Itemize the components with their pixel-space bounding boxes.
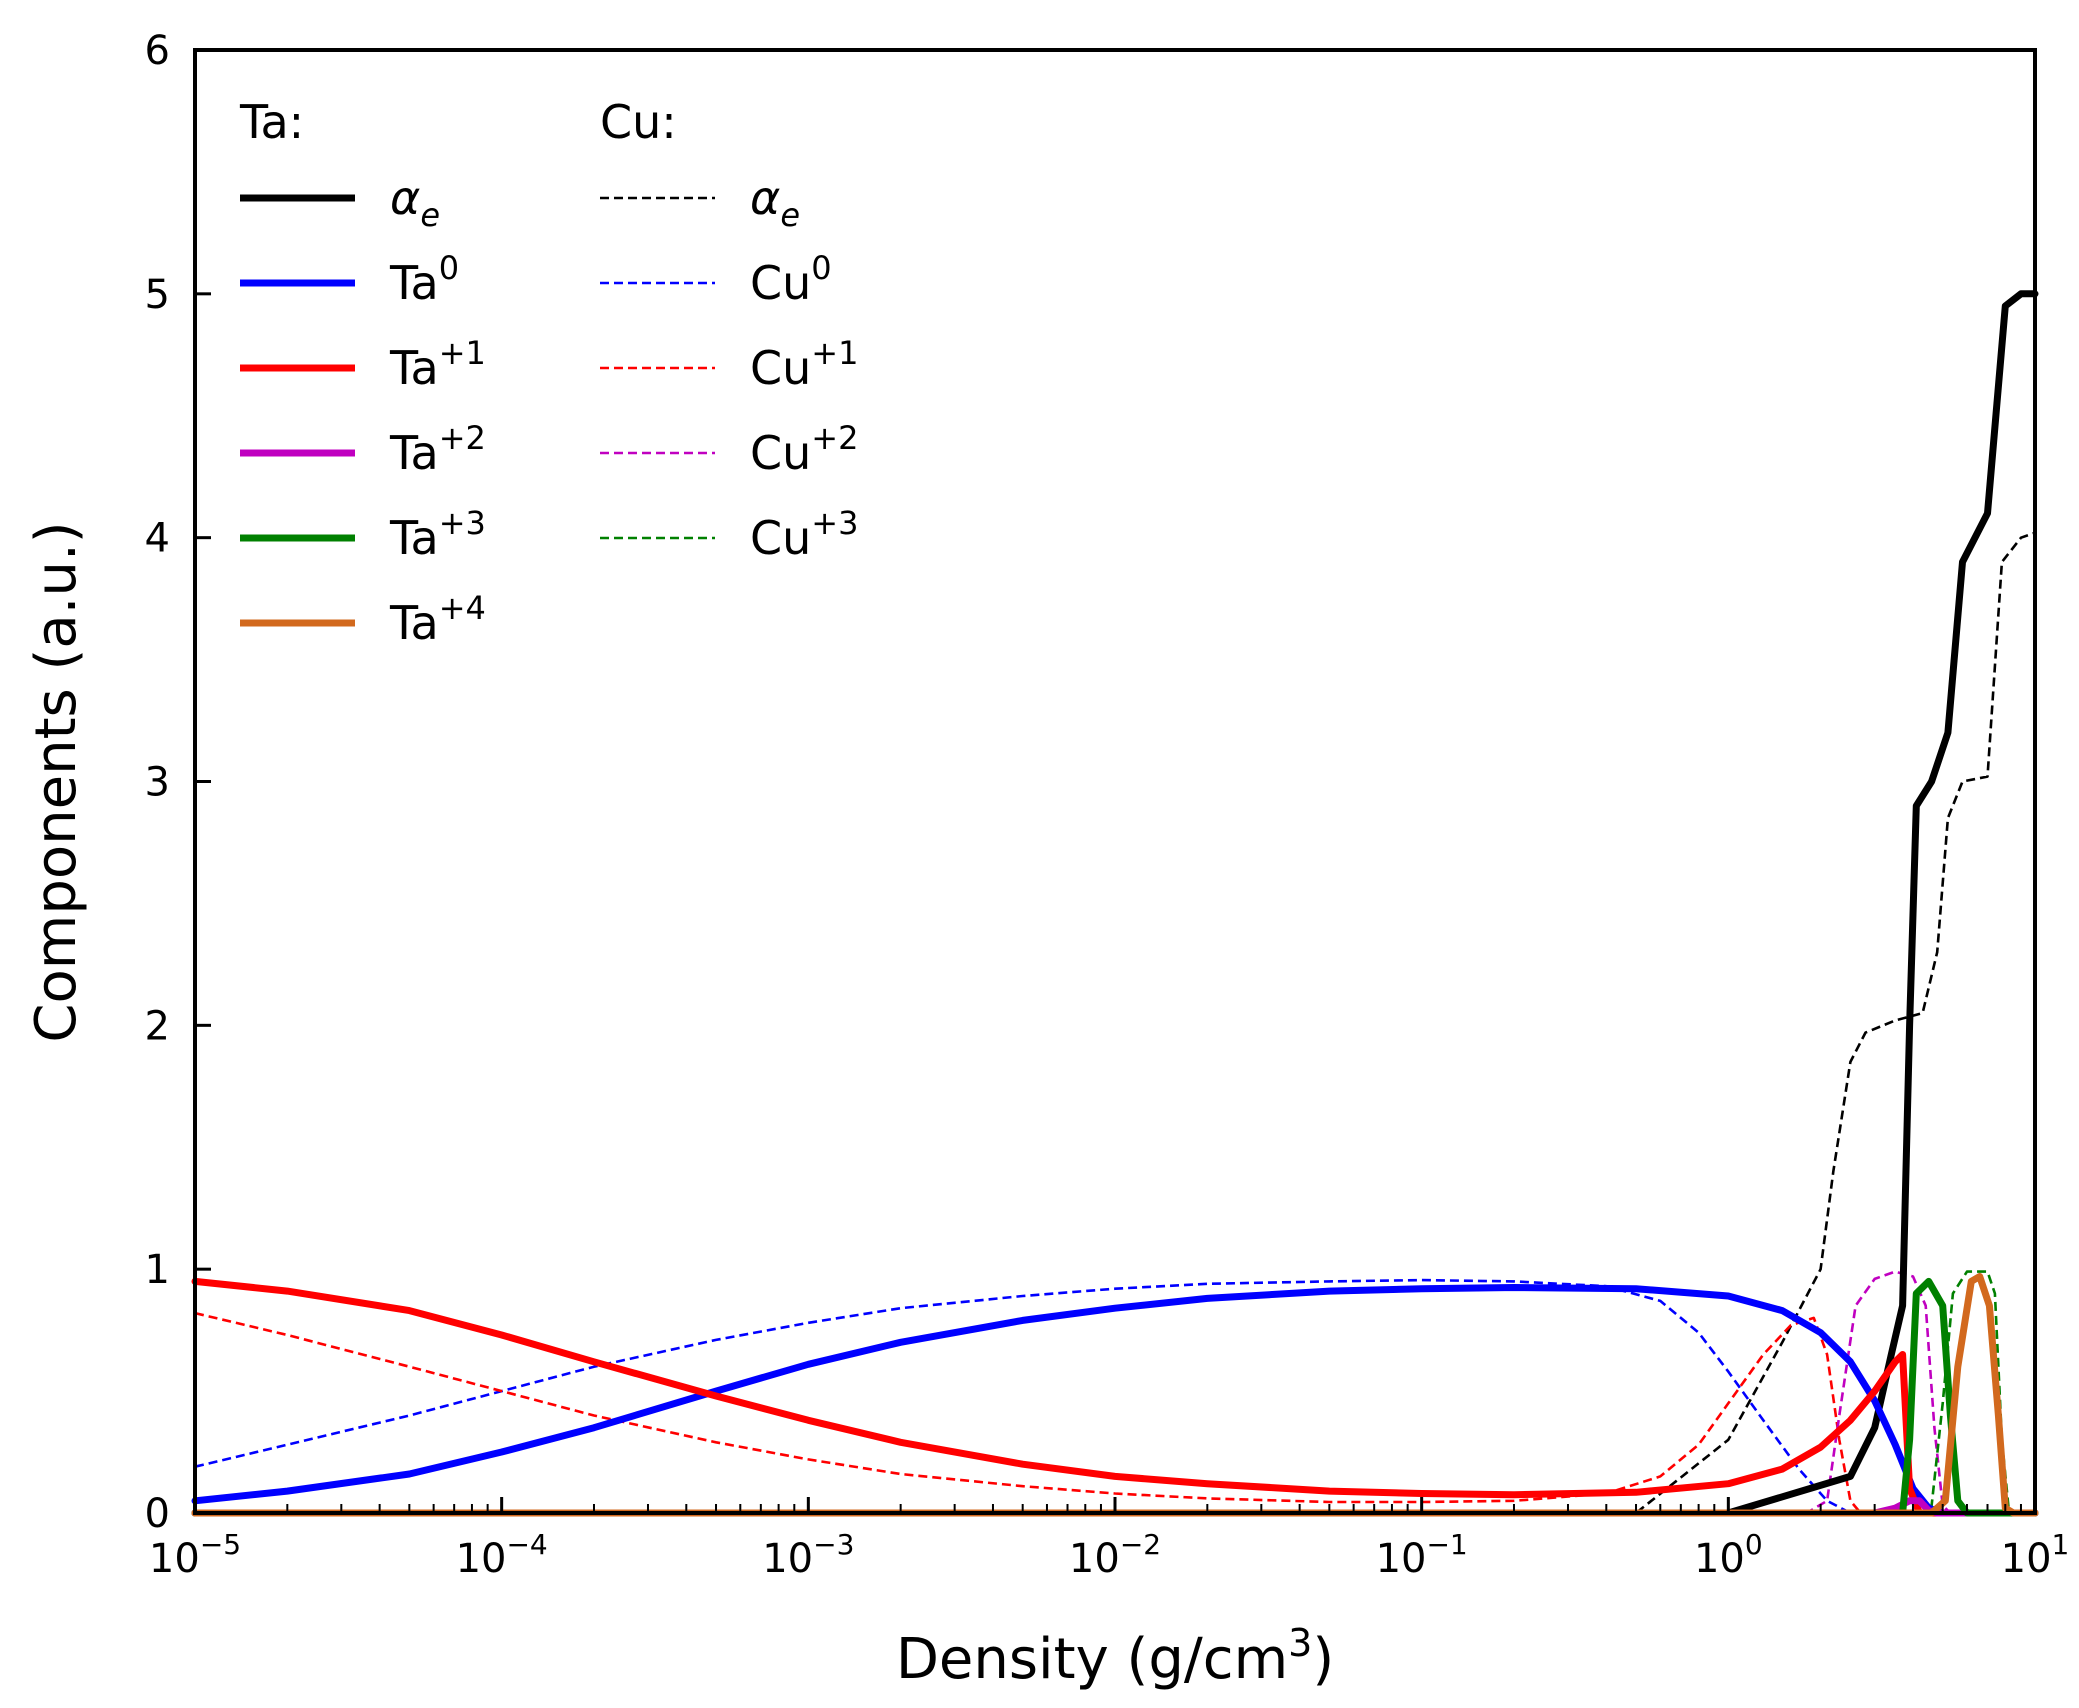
legend-label-ta1: Ta+1	[389, 334, 486, 395]
series-line-ta1	[191, 1277, 2039, 1517]
plot-frame	[193, 48, 2037, 1515]
series-line-ta0	[191, 1284, 2039, 1517]
series-line-cu1	[194, 1311, 2035, 1515]
y-tick-labels: 0 1 2 3 4 5 6	[145, 28, 170, 1537]
y-axis-title: Components (a.u.)	[24, 521, 89, 1042]
y-tick-label: 2	[145, 1003, 170, 1049]
legend-label-ta0: Ta0	[389, 249, 459, 310]
legend-title: Cu:	[600, 95, 677, 149]
series-line-ta3	[191, 1277, 2039, 1517]
legend-label-cu0: Cu0	[750, 249, 832, 310]
series-line-ta_alpha	[191, 290, 2039, 1517]
series-line-cu0	[194, 1278, 2035, 1515]
legend-label-ta2: Ta+2	[389, 419, 486, 480]
x-axis-title: Density (g/cm3)	[896, 1621, 1334, 1692]
legend-label-ta4: Ta+4	[389, 589, 486, 650]
legend-label-cu_alpha: αe	[750, 171, 800, 234]
y-tick-label: 1	[145, 1247, 170, 1293]
legend-label-cu2: Cu+2	[750, 419, 858, 480]
legend-label-cu1: Cu+1	[750, 334, 858, 395]
x-tick-label: 10−2	[1069, 1528, 1161, 1582]
legend-label-ta3: Ta+3	[389, 504, 486, 565]
y-tick-label: 5	[145, 272, 170, 318]
legend-title: Ta:	[239, 95, 304, 149]
x-tick-label: 100	[1694, 1528, 1763, 1582]
x-tick-label: 101	[2001, 1528, 2070, 1582]
legend-label-cu3: Cu+3	[750, 504, 858, 565]
x-tick-label: 10−3	[762, 1528, 854, 1582]
legend-label-ta_alpha: αe	[390, 171, 440, 234]
x-tick-label: 10−4	[456, 1528, 548, 1582]
y-tick-label: 0	[145, 1491, 170, 1537]
series-line-ta4	[191, 1273, 2039, 1517]
y-tick-label: 6	[145, 28, 170, 74]
y-tick-label: 3	[145, 760, 170, 806]
x-tick-labels: 10−5 10−4 10−3 10−2 10−1 100 101	[149, 1528, 2069, 1582]
x-tick-label: 10−5	[149, 1528, 241, 1582]
y-tick-label: 4	[145, 516, 170, 562]
legend: Ta: αe Ta0 Ta+1 Ta+2 Ta+3 Ta+4 Cu: αe Cu0 Cu+1 Cu+2…	[239, 95, 858, 650]
x-tick-label: 10−1	[1376, 1528, 1468, 1582]
